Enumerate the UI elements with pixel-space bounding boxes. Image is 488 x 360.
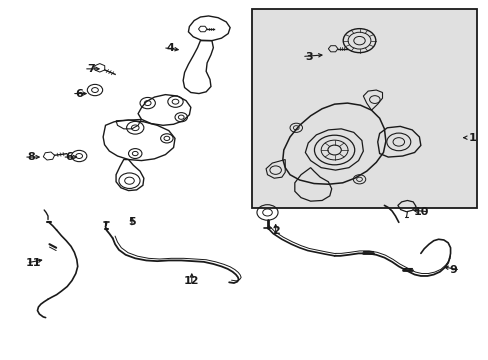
Text: 2: 2 <box>271 226 279 236</box>
Text: 12: 12 <box>183 275 199 285</box>
Text: 4: 4 <box>166 43 174 53</box>
Text: 6: 6 <box>65 152 73 162</box>
Bar <box>251 9 476 208</box>
Text: 10: 10 <box>413 207 428 217</box>
Text: 7: 7 <box>87 64 95 74</box>
Text: 11: 11 <box>26 258 41 268</box>
Text: 5: 5 <box>128 217 135 227</box>
Text: 1: 1 <box>468 133 475 143</box>
Text: 8: 8 <box>27 152 35 162</box>
Text: 3: 3 <box>305 51 312 62</box>
Text: 9: 9 <box>448 265 456 275</box>
Text: 6: 6 <box>75 89 83 99</box>
